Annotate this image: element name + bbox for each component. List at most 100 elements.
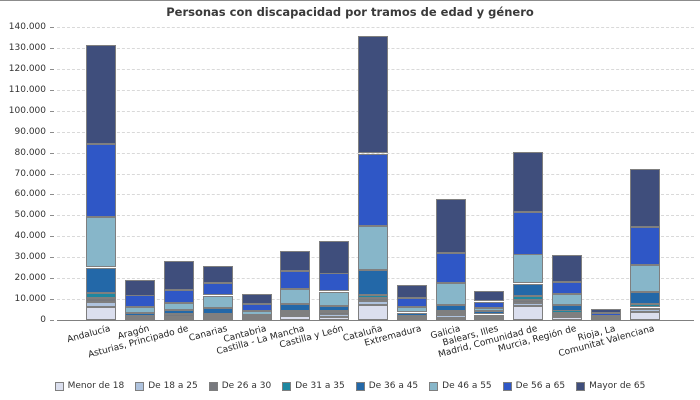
bar-segment-9-4[interactable] xyxy=(396,315,427,318)
bar-segment-14-6[interactable] xyxy=(590,315,621,318)
bar-segment-1-3[interactable] xyxy=(86,298,117,303)
bar-segment-1-1[interactable] xyxy=(86,307,117,320)
bar-segment-3-8[interactable] xyxy=(164,260,194,290)
bar-segment-5-5[interactable] xyxy=(241,315,272,318)
bar-segment-13-3[interactable] xyxy=(552,313,582,316)
bar-segment-8-8[interactable] xyxy=(358,36,388,154)
bar-segment-6-2[interactable] xyxy=(280,313,311,316)
legend-item-1[interactable]: Menor de 18 xyxy=(54,381,124,391)
bar-segment-11-8[interactable] xyxy=(474,291,505,302)
bar-segment-10-8[interactable] xyxy=(435,198,466,253)
legend-item-5[interactable]: De 36 a 45 xyxy=(355,381,418,391)
bar-segment-8-3[interactable] xyxy=(358,297,388,301)
bar-segment-2-5[interactable] xyxy=(125,313,156,317)
bar-segment-15-6[interactable] xyxy=(629,265,660,293)
bar-segment-12-3[interactable] xyxy=(513,300,544,304)
bar-segment-10-3[interactable] xyxy=(435,313,466,316)
bar-segment-7-5[interactable] xyxy=(319,306,350,311)
bar-segment-13-5[interactable] xyxy=(552,304,582,311)
bar-segment-6-4[interactable] xyxy=(280,310,311,313)
bar-segment-7-6[interactable] xyxy=(319,291,350,306)
bar-segment-15-4[interactable] xyxy=(629,304,660,308)
bar-segment-14-8[interactable] xyxy=(590,309,621,314)
bar-segment-15-3[interactable] xyxy=(629,307,660,310)
bar-segment-12-7[interactable] xyxy=(513,211,544,255)
bar-segment-1-6[interactable] xyxy=(86,217,117,268)
legend-item-3[interactable]: De 26 a 30 xyxy=(208,381,271,391)
bar-segment-8-6[interactable] xyxy=(358,225,388,270)
bar-segment-4-5[interactable] xyxy=(202,307,233,314)
bar-segment-4-6[interactable] xyxy=(202,295,233,308)
bar-segment-7-2[interactable] xyxy=(319,314,350,318)
bar-segment-3-2[interactable] xyxy=(164,316,194,319)
bar-segment-8-1[interactable] xyxy=(358,305,388,320)
bar-segment-1-8[interactable] xyxy=(86,45,117,145)
bar-segment-5-7[interactable] xyxy=(241,304,272,311)
bar-segment-2-4[interactable] xyxy=(125,316,156,319)
legend-item-4[interactable]: De 31 a 35 xyxy=(282,381,345,391)
bar-segment-7-8[interactable] xyxy=(319,240,350,274)
bar-segment-12-6[interactable] xyxy=(513,254,544,284)
bar-segment-7-4[interactable] xyxy=(319,310,350,313)
bar-segment-11-6[interactable] xyxy=(474,308,505,311)
bar-segment-6-7[interactable] xyxy=(280,271,311,290)
bar-segment-8-2[interactable] xyxy=(358,300,388,305)
bar-segment-1-5[interactable] xyxy=(86,267,117,293)
bar-segment-12-4[interactable] xyxy=(513,295,544,300)
legend-item-6[interactable]: De 46 a 55 xyxy=(429,381,492,391)
bar-segment-8-5[interactable] xyxy=(358,270,388,296)
bar-segment-10-7[interactable] xyxy=(435,252,466,283)
bar-segment-10-1[interactable] xyxy=(435,318,466,320)
bar-segment-9-5[interactable] xyxy=(396,312,427,316)
bar-segment-13-1[interactable] xyxy=(552,317,582,320)
bar-segment-4-8[interactable] xyxy=(202,265,233,283)
bar-segment-12-2[interactable] xyxy=(513,303,544,307)
bar-segment-2-7[interactable] xyxy=(125,295,156,308)
bar-segment-5-8[interactable] xyxy=(241,293,272,304)
bar-segment-3-5[interactable] xyxy=(164,309,194,314)
bar-segment-1-4[interactable] xyxy=(86,293,117,299)
bar-segment-13-7[interactable] xyxy=(552,282,582,295)
bar-segment-8-7[interactable] xyxy=(358,153,388,226)
bar-segment-1-2[interactable] xyxy=(86,302,117,308)
bar-segment-10-2[interactable] xyxy=(435,314,466,318)
bar-segment-5-6[interactable] xyxy=(241,311,272,316)
bar-segment-13-6[interactable] xyxy=(552,293,582,305)
bar-segment-15-8[interactable] xyxy=(629,168,660,227)
bar-segment-2-8[interactable] xyxy=(125,279,156,296)
bar-segment-1-7[interactable] xyxy=(86,144,117,218)
bar-segment-15-7[interactable] xyxy=(629,226,660,265)
bar-segment-6-8[interactable] xyxy=(280,251,311,272)
bar-segment-10-5[interactable] xyxy=(435,305,466,311)
bar-segment-6-5[interactable] xyxy=(280,304,311,311)
bar-segment-3-6[interactable] xyxy=(164,302,194,310)
bar-segment-9-7[interactable] xyxy=(396,298,427,308)
legend-item-7[interactable]: De 56 a 65 xyxy=(502,381,565,391)
bar-segment-14-7[interactable] xyxy=(590,312,621,316)
bar-segment-12-5[interactable] xyxy=(513,283,544,296)
bar-segment-10-4[interactable] xyxy=(435,311,466,314)
bar-segment-9-8[interactable] xyxy=(396,285,427,299)
legend-item-8[interactable]: Mayor de 65 xyxy=(576,381,645,391)
bar-segment-10-6[interactable] xyxy=(435,282,466,305)
bar-segment-15-2[interactable] xyxy=(629,309,660,313)
bar-segment-3-7[interactable] xyxy=(164,290,194,304)
bar-segment-3-1[interactable] xyxy=(164,319,194,321)
bar-segment-12-8[interactable] xyxy=(513,151,544,212)
bar-segment-15-5[interactable] xyxy=(629,292,660,305)
bar-segment-13-4[interactable] xyxy=(552,310,582,314)
bar-segment-13-2[interactable] xyxy=(552,315,582,318)
bar-segment-7-1[interactable] xyxy=(319,317,350,320)
bar-segment-13-8[interactable] xyxy=(552,255,582,283)
bar-segment-2-6[interactable] xyxy=(125,307,156,314)
bar-segment-8-4[interactable] xyxy=(358,295,388,299)
bar-segment-11-1[interactable] xyxy=(474,319,505,321)
bar-segment-4-7[interactable] xyxy=(202,283,233,296)
legend-item-2[interactable]: De 18 a 25 xyxy=(135,381,198,391)
bar-segment-11-5[interactable] xyxy=(474,311,505,315)
bar-segment-6-6[interactable] xyxy=(280,289,311,305)
bar-segment-15-1[interactable] xyxy=(629,312,660,320)
bar-segment-4-4[interactable] xyxy=(202,313,233,316)
bar-segment-11-2[interactable] xyxy=(474,317,505,320)
bar-segment-11-7[interactable] xyxy=(474,301,505,308)
